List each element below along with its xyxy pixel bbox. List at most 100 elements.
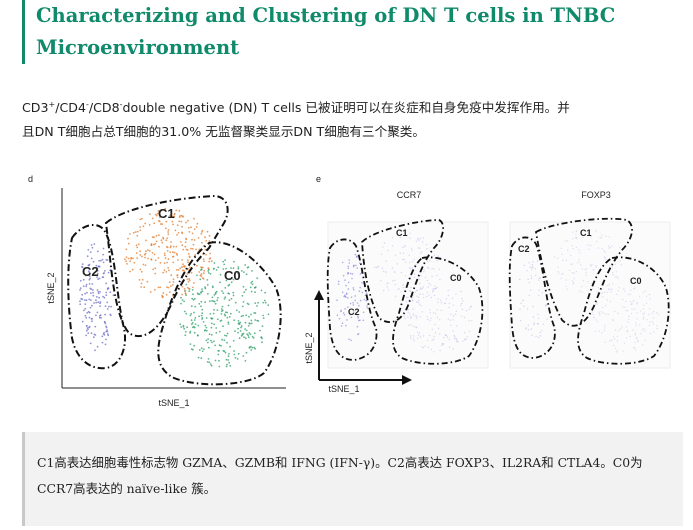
scatter-dot <box>598 311 600 313</box>
scatter-dot <box>394 279 396 281</box>
scatter-dot <box>132 231 135 234</box>
scatter-dot <box>602 312 604 314</box>
scatter-dot <box>651 312 654 314</box>
scatter-dot <box>417 277 419 279</box>
scatter-dot <box>350 316 353 319</box>
scatter-dot <box>356 302 359 304</box>
scatter-dot <box>578 249 580 251</box>
scatter-dot <box>402 246 404 249</box>
ccr7-label-c1: C1 <box>396 228 408 238</box>
scatter-dot <box>616 276 618 278</box>
scatter-dot <box>412 294 414 296</box>
scatter-dot <box>616 340 619 342</box>
scatter-dot <box>565 259 568 261</box>
scatter-dot <box>462 340 464 342</box>
scatter-dot <box>421 346 423 348</box>
scatter-dot <box>204 324 207 327</box>
scatter-dot <box>604 291 606 293</box>
scatter-dot <box>197 237 200 239</box>
scatter-dot <box>253 332 256 335</box>
scatter-dot <box>159 286 162 289</box>
scatter-dot <box>95 301 98 304</box>
scatter-dot <box>79 289 81 291</box>
scatter-dot <box>251 283 254 286</box>
scatter-dot <box>538 336 540 339</box>
scatter-dot <box>241 305 244 308</box>
scatter-dot <box>233 319 236 322</box>
scatter-dot <box>627 293 630 296</box>
scatter-dot <box>171 220 174 223</box>
scatter-dot <box>213 294 216 296</box>
scatter-dot <box>571 238 574 240</box>
scatter-dot <box>184 245 187 248</box>
scatter-dot <box>209 313 212 315</box>
scatter-dot <box>254 286 257 288</box>
scatter-dot <box>244 337 247 340</box>
scatter-dot <box>188 279 191 282</box>
scatter-dot <box>173 251 176 254</box>
scatter-dot <box>183 327 186 330</box>
scatter-dot <box>385 271 387 273</box>
scatter-dot <box>225 365 228 368</box>
scatter-dot <box>144 256 146 259</box>
scatter-dot <box>262 301 265 304</box>
scatter-dot <box>419 282 421 285</box>
scatter-dot <box>262 314 264 317</box>
scatter-dot <box>139 250 141 253</box>
scatter-dot <box>211 296 214 299</box>
scatter-dot <box>440 301 443 304</box>
scatter-dot <box>414 291 416 293</box>
scatter-dot <box>102 261 105 264</box>
scatter-dot <box>409 313 411 315</box>
scatter-dot <box>214 359 217 362</box>
scatter-dot <box>232 267 235 270</box>
scatter-dot <box>93 243 96 245</box>
scatter-dot <box>219 320 222 322</box>
scatter-dot <box>102 333 105 335</box>
scatter-dot <box>408 254 410 257</box>
scatter-dot <box>240 315 243 318</box>
scatter-dot <box>178 220 181 223</box>
scatter-dot <box>237 320 240 322</box>
scatter-dot <box>615 293 618 296</box>
scatter-dot <box>413 258 415 261</box>
scatter-dot <box>538 289 540 291</box>
scatter-dot <box>530 277 533 280</box>
scatter-dot <box>250 282 253 284</box>
scatter-dot <box>99 316 101 319</box>
cluster-c1-outline <box>104 194 229 338</box>
scatter-dot <box>216 296 219 299</box>
scatter-dot <box>139 229 142 232</box>
scatter-dot <box>609 265 611 267</box>
scatter-dot <box>429 319 431 321</box>
scatter-dot <box>197 324 200 327</box>
scatter-dot <box>84 274 87 277</box>
scatter-dot <box>612 274 614 276</box>
scatter-dot <box>191 238 193 241</box>
scatter-dot <box>336 314 339 316</box>
scatter-dot <box>196 264 198 267</box>
scatter-dot <box>103 296 106 299</box>
scatter-dot <box>247 336 250 339</box>
scatter-dot <box>465 338 467 340</box>
scatter-dot <box>140 286 142 288</box>
scatter-dot <box>90 292 92 294</box>
scatter-dot <box>105 338 107 341</box>
scatter-dot <box>587 248 590 250</box>
scatter-dot <box>611 265 613 267</box>
scatter-dot <box>112 294 115 297</box>
scatter-dot <box>222 260 225 263</box>
scatter-dot <box>182 324 185 327</box>
scatter-dot <box>405 301 408 303</box>
scatter-dot <box>362 311 365 314</box>
scatter-dot <box>429 312 431 314</box>
scatter-dot <box>187 261 190 264</box>
scatter-dot <box>386 283 388 285</box>
scatter-dot <box>454 335 456 338</box>
scatter-dot <box>85 325 88 327</box>
scatter-dot <box>261 325 264 327</box>
scatter-dot <box>422 237 425 239</box>
scatter-dot <box>450 324 452 326</box>
scatter-dot <box>412 325 415 328</box>
scatter-dot <box>256 277 259 279</box>
